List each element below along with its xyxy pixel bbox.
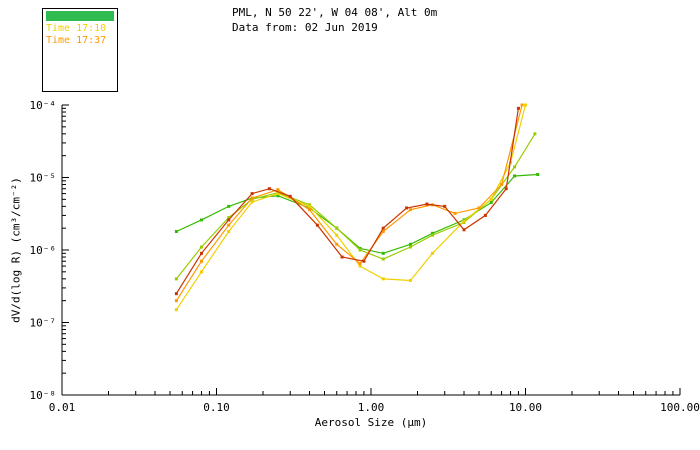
- data-point: [227, 204, 231, 208]
- data-point: [425, 202, 429, 206]
- y-tick-label: 10⁻⁵: [30, 172, 57, 185]
- x-axis-label: Aerosol Size (μm): [314, 416, 428, 429]
- data-point: [489, 197, 493, 201]
- data-point: [516, 106, 520, 110]
- data-point: [524, 103, 527, 107]
- y-axis-label: dV/d(log R) (cm³/cm⁻²): [9, 177, 23, 323]
- y-tick-label: 10⁻⁷: [30, 317, 57, 330]
- data-point: [513, 174, 517, 178]
- data-point: [276, 188, 280, 192]
- data-point: [200, 245, 204, 249]
- data-point: [250, 196, 254, 200]
- data-point: [227, 216, 231, 220]
- data-point: [340, 255, 344, 259]
- data-point: [267, 187, 271, 191]
- data-point: [200, 218, 204, 222]
- data-point: [462, 228, 466, 232]
- data-point: [308, 204, 312, 208]
- data-point: [381, 226, 385, 230]
- data-point: [408, 245, 412, 249]
- x-tick-label: 0.01: [49, 401, 76, 414]
- y-tick-label: 10⁻⁸: [30, 389, 57, 402]
- data-point: [513, 165, 517, 169]
- data-point: [453, 211, 457, 215]
- data-point: [358, 262, 362, 266]
- series-line-green-1: [176, 173, 538, 254]
- data-point: [308, 203, 312, 207]
- data-point: [358, 248, 362, 252]
- legend-box: Time 17:10 Time 17:37: [42, 8, 118, 92]
- data-point: [174, 308, 178, 312]
- data-point: [335, 242, 339, 246]
- data-point: [504, 187, 508, 191]
- data-point: [250, 192, 254, 196]
- x-tick-label: 1.00: [358, 401, 385, 414]
- data-point: [483, 213, 487, 217]
- plot-header: PML, N 50 22', W 04 08', Alt 0m Data fro…: [232, 5, 437, 35]
- data-date-text: Data from: 02 Jun 2019: [232, 21, 378, 34]
- data-point: [500, 183, 504, 187]
- data-point: [308, 206, 312, 210]
- data-point: [174, 277, 178, 281]
- legend-color-bar: [46, 11, 114, 21]
- data-point: [477, 206, 481, 210]
- data-point: [174, 292, 178, 296]
- data-point: [443, 204, 447, 208]
- data-point: [430, 231, 434, 235]
- data-point: [462, 219, 466, 223]
- data-point: [430, 233, 434, 237]
- data-point: [335, 226, 339, 230]
- data-point: [174, 229, 178, 233]
- data-point: [489, 201, 493, 205]
- data-point: [408, 208, 412, 212]
- data-point: [405, 206, 409, 210]
- data-point: [276, 192, 280, 196]
- y-tick-label: 10⁻⁴: [30, 99, 57, 112]
- data-point: [250, 200, 254, 204]
- data-point: [408, 278, 412, 282]
- x-tick-label: 0.10: [203, 401, 230, 414]
- data-point: [430, 251, 434, 255]
- x-tick-label: 100.00: [660, 401, 700, 414]
- y-tick-label: 10⁻⁶: [30, 244, 57, 257]
- data-point: [276, 194, 280, 198]
- data-point: [358, 246, 362, 250]
- data-point: [381, 229, 385, 233]
- data-point: [520, 103, 524, 107]
- data-point: [227, 229, 231, 233]
- data-point: [200, 251, 204, 255]
- data-point: [408, 242, 412, 246]
- data-point: [200, 259, 204, 263]
- data-point: [381, 257, 385, 261]
- data-point: [381, 277, 385, 281]
- x-tick-label: 10.00: [509, 401, 542, 414]
- data-point: [308, 208, 312, 212]
- legend-entry: Time 17:37: [46, 35, 107, 46]
- series-line-orange: [175, 104, 523, 302]
- data-point: [227, 223, 231, 227]
- data-point: [536, 172, 540, 176]
- data-point: [288, 194, 292, 198]
- station-location-text: PML, N 50 22', W 04 08', Alt 0m: [232, 6, 438, 19]
- data-point: [362, 259, 366, 263]
- data-point: [358, 264, 362, 268]
- legend-entry: Time 17:10: [46, 23, 107, 34]
- data-point: [315, 223, 319, 227]
- data-point: [174, 299, 178, 303]
- series-line-red-orange: [175, 108, 519, 294]
- data-point: [533, 132, 537, 136]
- data-point: [200, 270, 204, 274]
- data-point: [381, 251, 385, 255]
- data-point: [227, 218, 231, 222]
- data-point: [335, 233, 339, 237]
